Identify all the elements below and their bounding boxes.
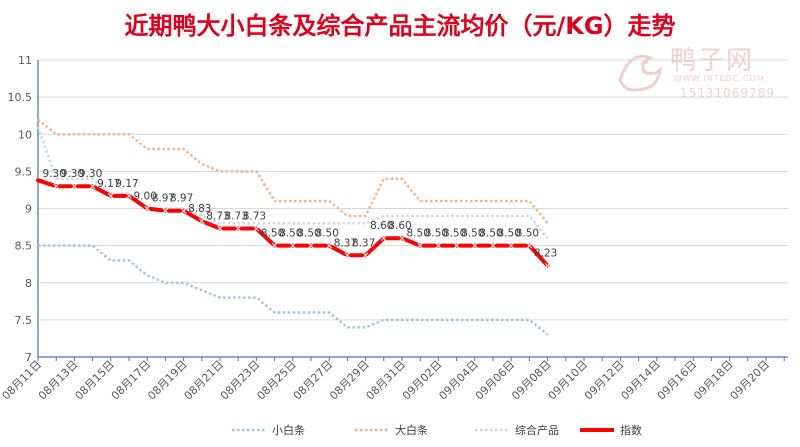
- index-point-marker: [308, 242, 314, 249]
- data-label: 8.50: [425, 228, 448, 240]
- data-label: 8.37: [352, 237, 375, 249]
- index-point-marker: [326, 242, 333, 249]
- index-point-marker: [107, 193, 114, 199]
- data-label: 8.50: [479, 228, 502, 240]
- watermark-phone: 15131069789: [680, 86, 775, 100]
- data-label: 8.97: [170, 193, 193, 205]
- watermark-brand: 鸭子网: [670, 46, 755, 76]
- data-label: 8.50: [516, 228, 539, 240]
- index-point-marker: [235, 225, 242, 232]
- index-point-marker: [53, 183, 60, 190]
- data-label: 8.50: [443, 228, 466, 240]
- y-tick-label: 11: [18, 54, 32, 67]
- y-tick-label: 9: [25, 203, 32, 216]
- index-point-marker: [271, 242, 278, 249]
- data-label: 9.30: [43, 168, 66, 180]
- data-label: 9.17: [115, 178, 138, 190]
- series-lines: [36, 118, 551, 336]
- index-point-marker: [526, 242, 533, 249]
- data-label: 9.17: [97, 178, 120, 190]
- legend-label: 大白条: [395, 423, 428, 437]
- index-point-marker: [490, 242, 496, 249]
- index-point-marker: [344, 252, 351, 259]
- y-tick-label: 8.5: [15, 240, 33, 253]
- y-tick-label: 8: [25, 277, 32, 290]
- x-tick-label: 09月20日: [728, 358, 773, 403]
- data-label: 8.73: [243, 211, 266, 223]
- index-point-marker: [253, 225, 260, 232]
- data-label: 8.60: [370, 220, 393, 232]
- data-label: 9.30: [61, 168, 84, 180]
- series-line-综合产品: [36, 126, 549, 239]
- legend-label: 综合产品: [515, 423, 559, 437]
- data-labels: 9.309.309.309.179.179.008.978.978.838.73…: [43, 168, 558, 259]
- data-label: 9.00: [134, 191, 157, 203]
- data-label: 8.50: [461, 228, 484, 240]
- series-line-小白条: [38, 244, 549, 336]
- duck-logo-icon: [618, 54, 662, 92]
- index-point-marker: [508, 242, 515, 249]
- data-label: 8.50: [316, 228, 339, 240]
- index-point-marker: [453, 242, 460, 249]
- index-point-marker: [198, 218, 205, 224]
- index-point-marker: [417, 242, 424, 249]
- data-label: 8.73: [225, 211, 248, 223]
- watermark-url: WWW.INTEDC.COM: [674, 74, 765, 83]
- legend: 小白条 大白条 综合产品 指数: [232, 423, 642, 437]
- data-label: 9.30: [79, 168, 102, 180]
- index-point-marker: [162, 207, 169, 214]
- y-tick-label: 10: [18, 128, 32, 141]
- index-point-marker: [380, 235, 387, 242]
- watermark: 鸭子网 WWW.INTEDC.COM 15131069789: [610, 40, 790, 110]
- index-point-marker: [289, 242, 296, 249]
- legend-label: 指数: [620, 423, 642, 437]
- index-point-marker: [435, 242, 442, 249]
- data-label: 8.37: [334, 237, 357, 249]
- index-point-marker: [126, 193, 132, 199]
- y-tick-label: 7.5: [15, 314, 33, 327]
- data-label: 8.60: [388, 220, 411, 232]
- legend-label: 小白条: [272, 423, 305, 437]
- y-tick-label: 9.5: [15, 165, 33, 178]
- y-tick-label: 7: [25, 351, 32, 364]
- data-label: 8.50: [297, 228, 320, 240]
- data-label: 8.50: [498, 228, 521, 240]
- index-point-marker: [71, 183, 78, 190]
- data-label: 8.73: [206, 211, 229, 223]
- index-point-marker: [471, 242, 478, 249]
- series-line-大白条: [37, 118, 549, 225]
- data-label: 8.83: [188, 203, 211, 215]
- index-point-marker: [144, 205, 151, 212]
- index-point-marker: [89, 183, 96, 190]
- index-point-marker: [217, 225, 223, 232]
- data-label: 8.23: [534, 248, 557, 260]
- index-point-marker: [362, 252, 369, 259]
- data-label: 8.50: [407, 228, 430, 240]
- index-point-marker: [399, 235, 405, 242]
- index-point-marker: [544, 262, 551, 269]
- data-label: 8.50: [279, 228, 302, 240]
- y-tick-label: 10.5: [8, 91, 33, 104]
- chart-title: 近期鸭大小白条及综合产品主流均价（元/KG）走势: [124, 12, 676, 40]
- data-label: 8.50: [261, 228, 284, 240]
- data-label: 8.97: [152, 193, 175, 205]
- index-point-marker: [180, 207, 187, 214]
